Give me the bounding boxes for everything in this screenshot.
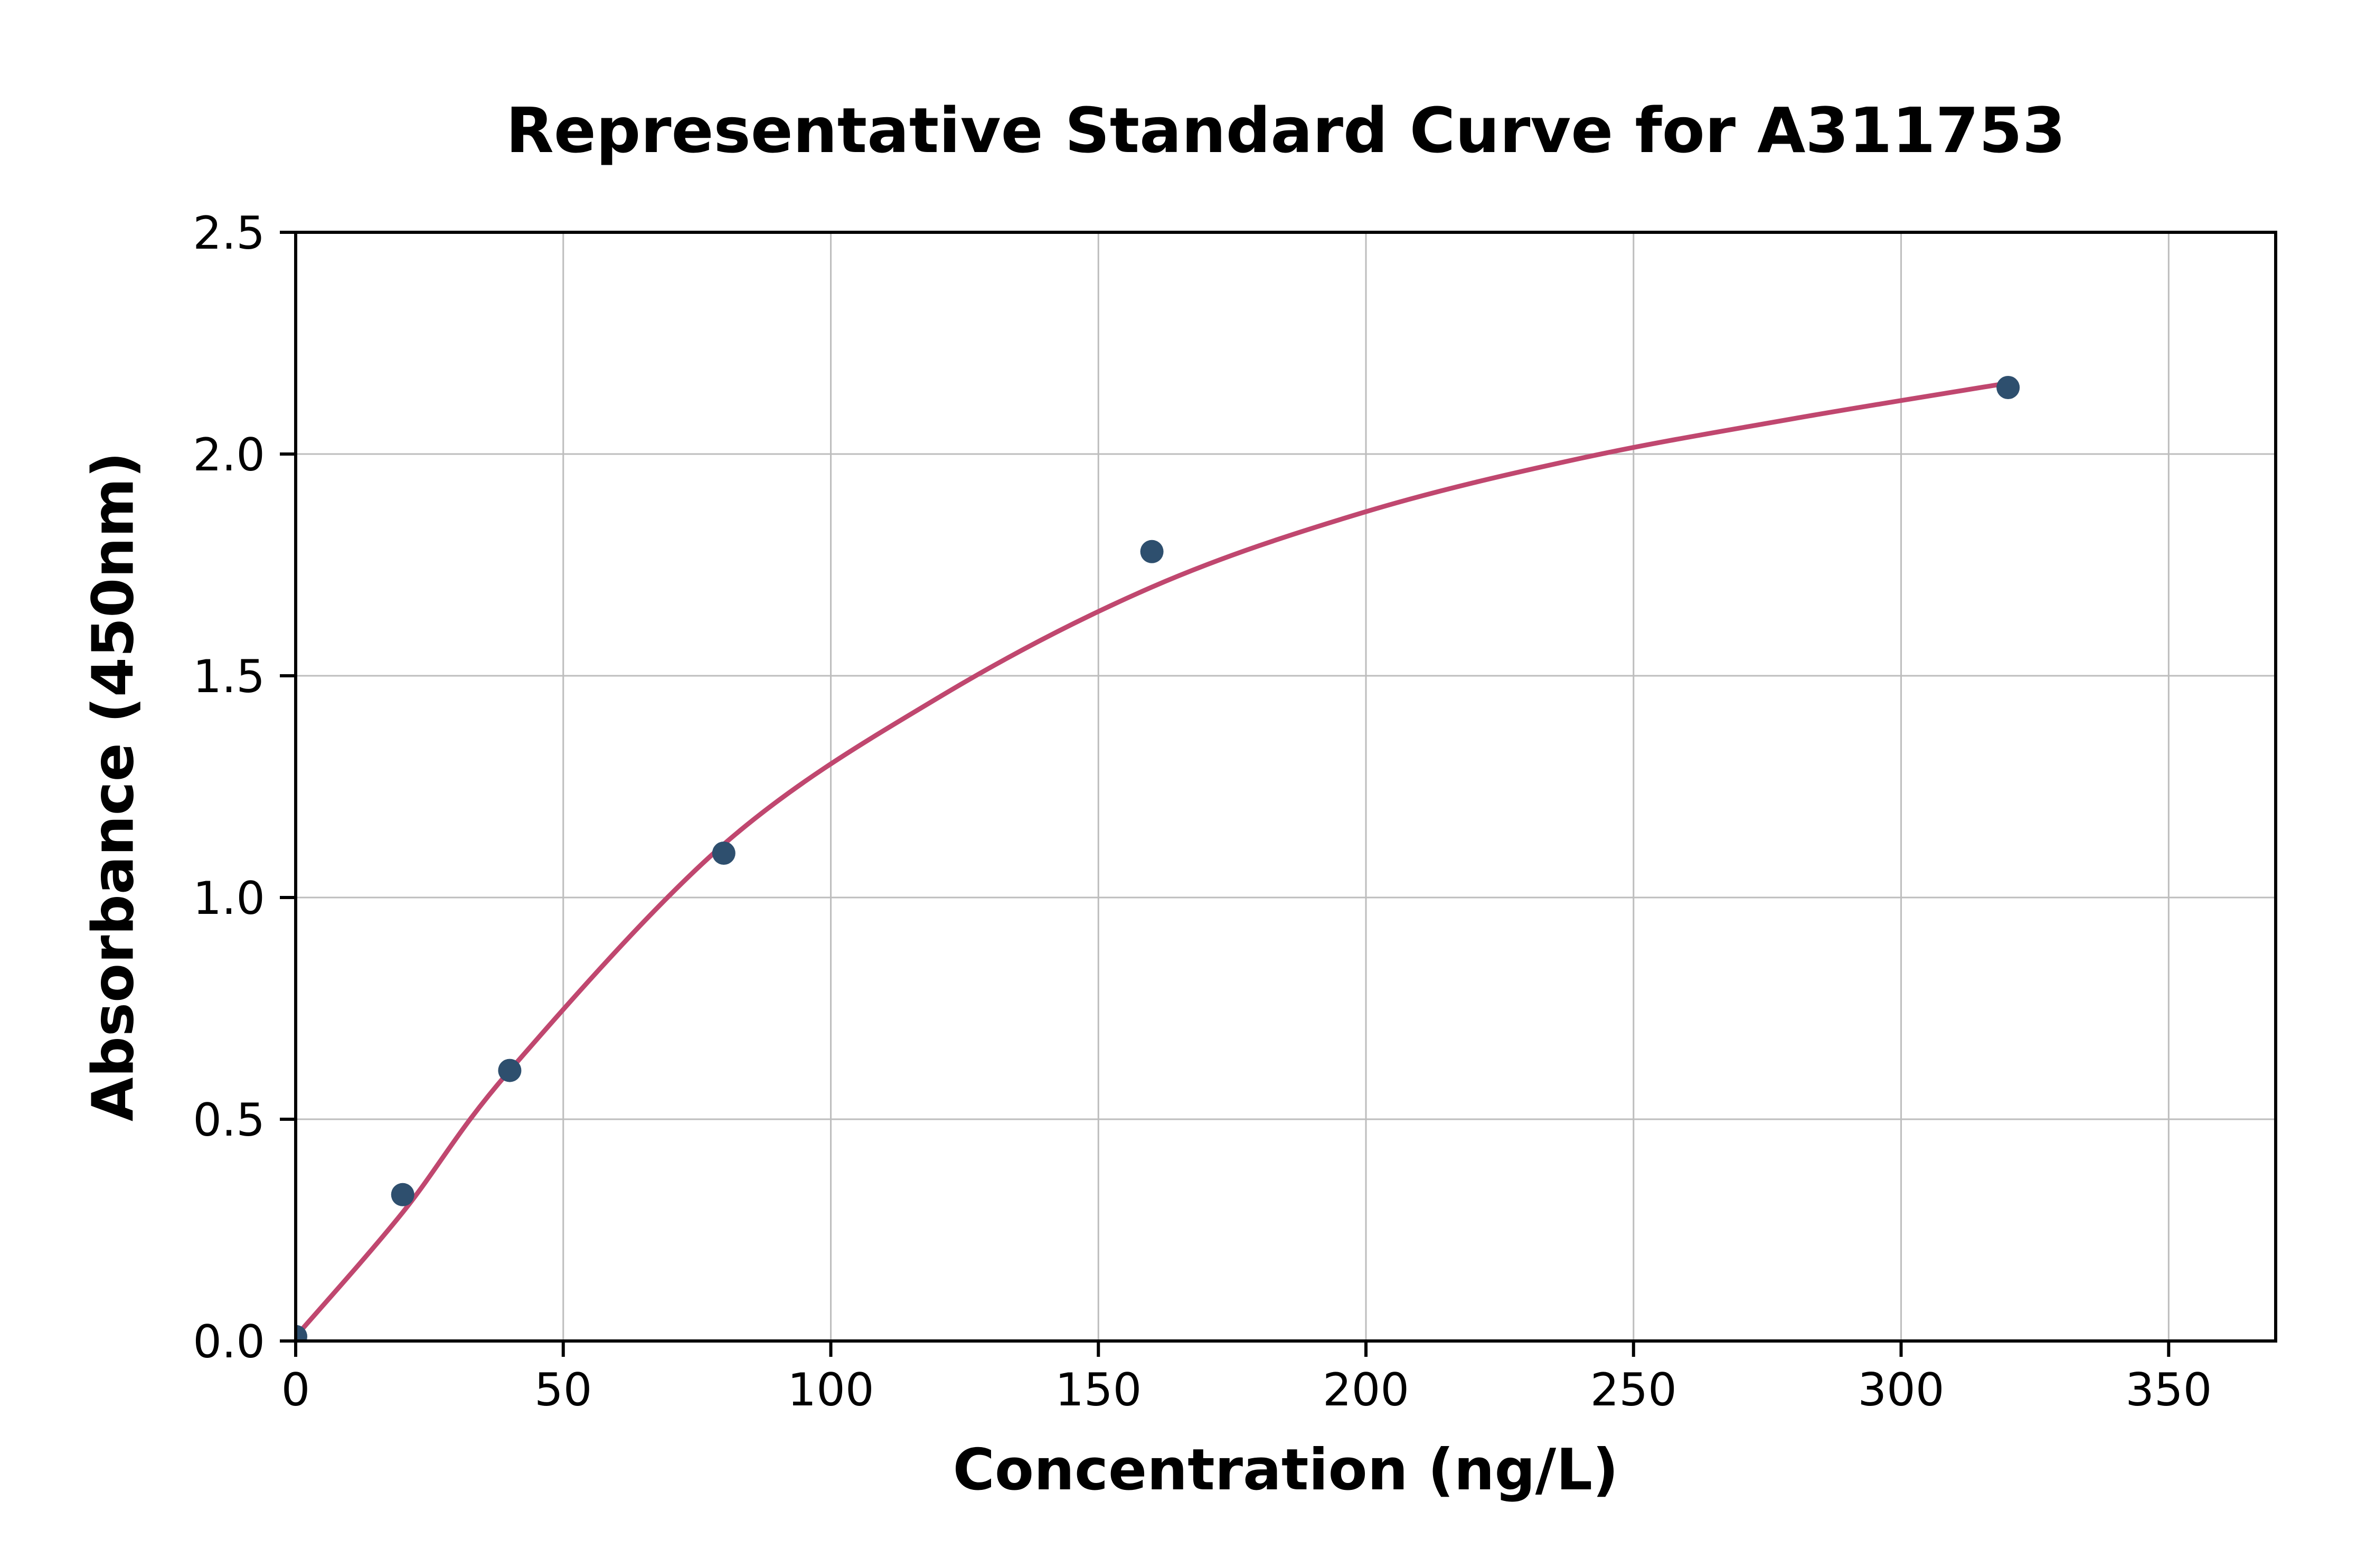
svg-text:350: 350 (2125, 1364, 2212, 1416)
svg-text:2.5: 2.5 (193, 207, 265, 260)
svg-text:300: 300 (1858, 1364, 1944, 1416)
y-axis-label: Absorbance (450nm) (80, 451, 147, 1122)
chart-title: Representative Standard Curve for A31175… (505, 94, 2066, 167)
svg-text:250: 250 (1590, 1364, 1677, 1416)
svg-text:2.0: 2.0 (193, 429, 265, 481)
svg-text:0.0: 0.0 (193, 1316, 265, 1368)
x-axis-label: Concentration (ng/L) (953, 1437, 1619, 1503)
svg-text:0.5: 0.5 (193, 1094, 265, 1147)
svg-text:1.0: 1.0 (193, 872, 265, 925)
svg-text:1.5: 1.5 (193, 650, 265, 703)
svg-text:150: 150 (1055, 1364, 1142, 1416)
svg-text:100: 100 (787, 1364, 874, 1416)
svg-text:200: 200 (1323, 1364, 1409, 1416)
svg-text:0: 0 (281, 1364, 310, 1416)
svg-text:50: 50 (534, 1364, 592, 1416)
